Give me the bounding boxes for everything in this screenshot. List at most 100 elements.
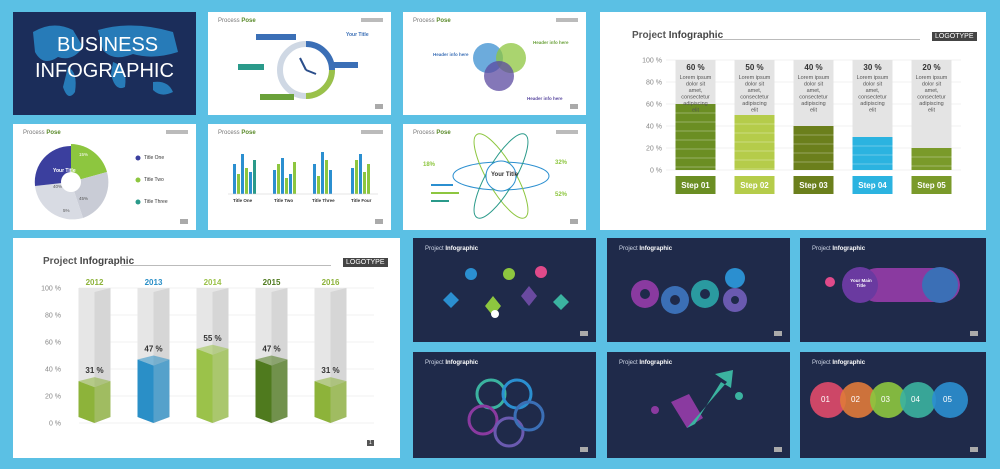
bar-description: elit <box>751 108 759 114</box>
circle-label-04: 04 <box>911 395 920 404</box>
bar-value-label: 47 % <box>262 345 280 354</box>
bar-description: Lorem ipsum <box>857 75 889 81</box>
mini-chart-title-four: Title Four <box>351 198 372 203</box>
dark-slide-rings[interactable]: Project Infographic <box>413 352 596 458</box>
bar-value-label: 50 % <box>745 63 763 72</box>
bar-side <box>212 348 229 423</box>
bar-side <box>330 381 347 423</box>
pie-value-4: 5% <box>63 208 70 213</box>
dark-slide-circles[interactable]: Project Infographic 01 02 03 04 05 <box>800 352 986 458</box>
year-label: 2012 <box>86 278 104 287</box>
step-bar-chart: 100 %80 %60 %40 %20 %0 %60 %Lorem ipsumd… <box>642 58 961 194</box>
y-tick-label: 60 % <box>646 102 662 109</box>
bar-description: dolor sit <box>686 82 706 88</box>
your-title-label: Your Title <box>346 32 369 38</box>
dark-slide-checkmark[interactable]: Project Infographic <box>607 352 790 458</box>
mini-bars-slide[interactable]: Process Pose Title One Title Two Title T… <box>208 124 391 230</box>
y-tick-label: 100 % <box>41 286 61 293</box>
dark-slide-title: Project Infographic <box>812 360 866 366</box>
bar-top <box>137 355 170 366</box>
bar-side <box>153 359 170 423</box>
page-number <box>970 447 978 452</box>
pie-value-1: 15% <box>79 152 89 157</box>
bar <box>78 381 95 423</box>
circle-label-02: 02 <box>851 395 860 404</box>
page-number <box>375 104 383 109</box>
orbit-diagram <box>431 133 550 219</box>
bar-value-label: 47 % <box>144 345 162 354</box>
bar-description: dolor sit <box>922 82 942 88</box>
year-label: 2014 <box>204 278 222 287</box>
legend-title-three: Title Three <box>144 199 168 205</box>
cover-title-line1: BUSINESS <box>57 34 159 56</box>
bar-description: consectetur <box>799 95 828 101</box>
step-label: Step 03 <box>799 181 828 190</box>
segmented-pie-diagram <box>34 144 141 220</box>
bar-description: dolor sit <box>745 82 765 88</box>
dark-slide-title: Project Infographic <box>812 246 866 252</box>
pie-value-2: 40% <box>53 184 63 189</box>
circle-label-03: 03 <box>881 395 890 404</box>
bar-value-label: 20 % <box>922 63 940 72</box>
bar-top <box>314 377 347 388</box>
page-number <box>970 331 978 336</box>
bar <box>137 359 154 423</box>
slide-title: Process Pose <box>413 130 451 136</box>
pie-slide[interactable]: Process Pose Your Title 15% 40% 45% 5% T… <box>13 124 196 230</box>
header-info-left: Header info here <box>433 52 469 57</box>
dark-slide-pins[interactable]: Project Infographic <box>413 238 596 342</box>
step-label-box <box>793 176 834 194</box>
bar-description: amet, <box>807 88 821 94</box>
year-bar-chart-slide[interactable]: Project Infographic LOGOTYPE 100 % 80 % 60… <box>13 238 400 458</box>
bar-description: amet, <box>925 88 939 94</box>
bar-top <box>196 344 229 355</box>
slide-title: Process Pose <box>218 18 256 24</box>
bar-description: dolor sit <box>804 82 824 88</box>
y-tick-label: 0 % <box>650 168 662 175</box>
mini-chart-title-three: Title Three <box>312 198 335 203</box>
bar <box>793 126 834 170</box>
y-tick-label: 100 % <box>642 58 662 65</box>
orbit-slide[interactable]: Process Pose Your Title 18% 32% 52% <box>403 124 586 230</box>
bar-description: adipiscing <box>742 101 766 107</box>
header-info-bottom: Header info here <box>527 96 563 101</box>
pie-value-3: 45% <box>79 196 89 201</box>
logo-placeholder <box>361 130 383 134</box>
page-number <box>180 219 188 224</box>
cover-slide[interactable]: BUSINESS INFOGRAPHIC <box>13 12 196 115</box>
your-main-title-label: Your Main Title <box>850 278 872 288</box>
bar-description: Lorem ipsum <box>739 75 771 81</box>
step-label: Step 02 <box>740 181 769 190</box>
chart-bottom-title: Project Infographic <box>43 256 135 267</box>
bar <box>911 148 952 170</box>
venn-slide[interactable]: Process Pose Header info here Header inf… <box>403 12 586 115</box>
gears-diagram <box>631 268 747 314</box>
page-number <box>570 104 578 109</box>
step-bar-chart-slide[interactable]: Project Infographic LOGOTYPE 100 % 80 % 60… <box>600 12 986 230</box>
logo-placeholder <box>361 18 383 22</box>
venn-diagram <box>473 43 526 91</box>
y-tick-label: 40 % <box>646 124 662 131</box>
process-cycle-slide[interactable]: Process Pose Your Title <box>208 12 391 115</box>
step-label-box <box>734 176 775 194</box>
dark-slide-title: Project Infographic <box>425 360 479 366</box>
orbit-pct-52: 52% <box>555 192 568 198</box>
dark-slide-main-title[interactable]: Project Infographic Your Main Title <box>800 238 986 342</box>
step-label-box <box>675 176 716 194</box>
bar-top <box>78 377 111 388</box>
bar-value-label: 30 % <box>863 63 881 72</box>
dark-slide-gears[interactable]: Project Infographic <box>607 238 790 342</box>
y-tick-label: 80 % <box>45 313 61 320</box>
bar-description: Lorem ipsum <box>798 75 830 81</box>
bar <box>852 137 893 170</box>
step-label: Step 05 <box>917 181 946 190</box>
legend-title-one: Title One <box>144 155 165 161</box>
year-bar-chart: 100 % 80 % 60 % 40 % 20 % 0 % 31 % 2012 47 % 2013… <box>41 278 374 428</box>
year-label: 2015 <box>263 278 281 287</box>
y-tick-label: 20 % <box>646 146 662 153</box>
bar-side <box>271 359 288 423</box>
y-tick-label: 40 % <box>45 367 61 374</box>
bar-value-label: 55 % <box>203 334 221 343</box>
bar <box>314 381 331 423</box>
five-circles-diagram <box>810 382 968 418</box>
